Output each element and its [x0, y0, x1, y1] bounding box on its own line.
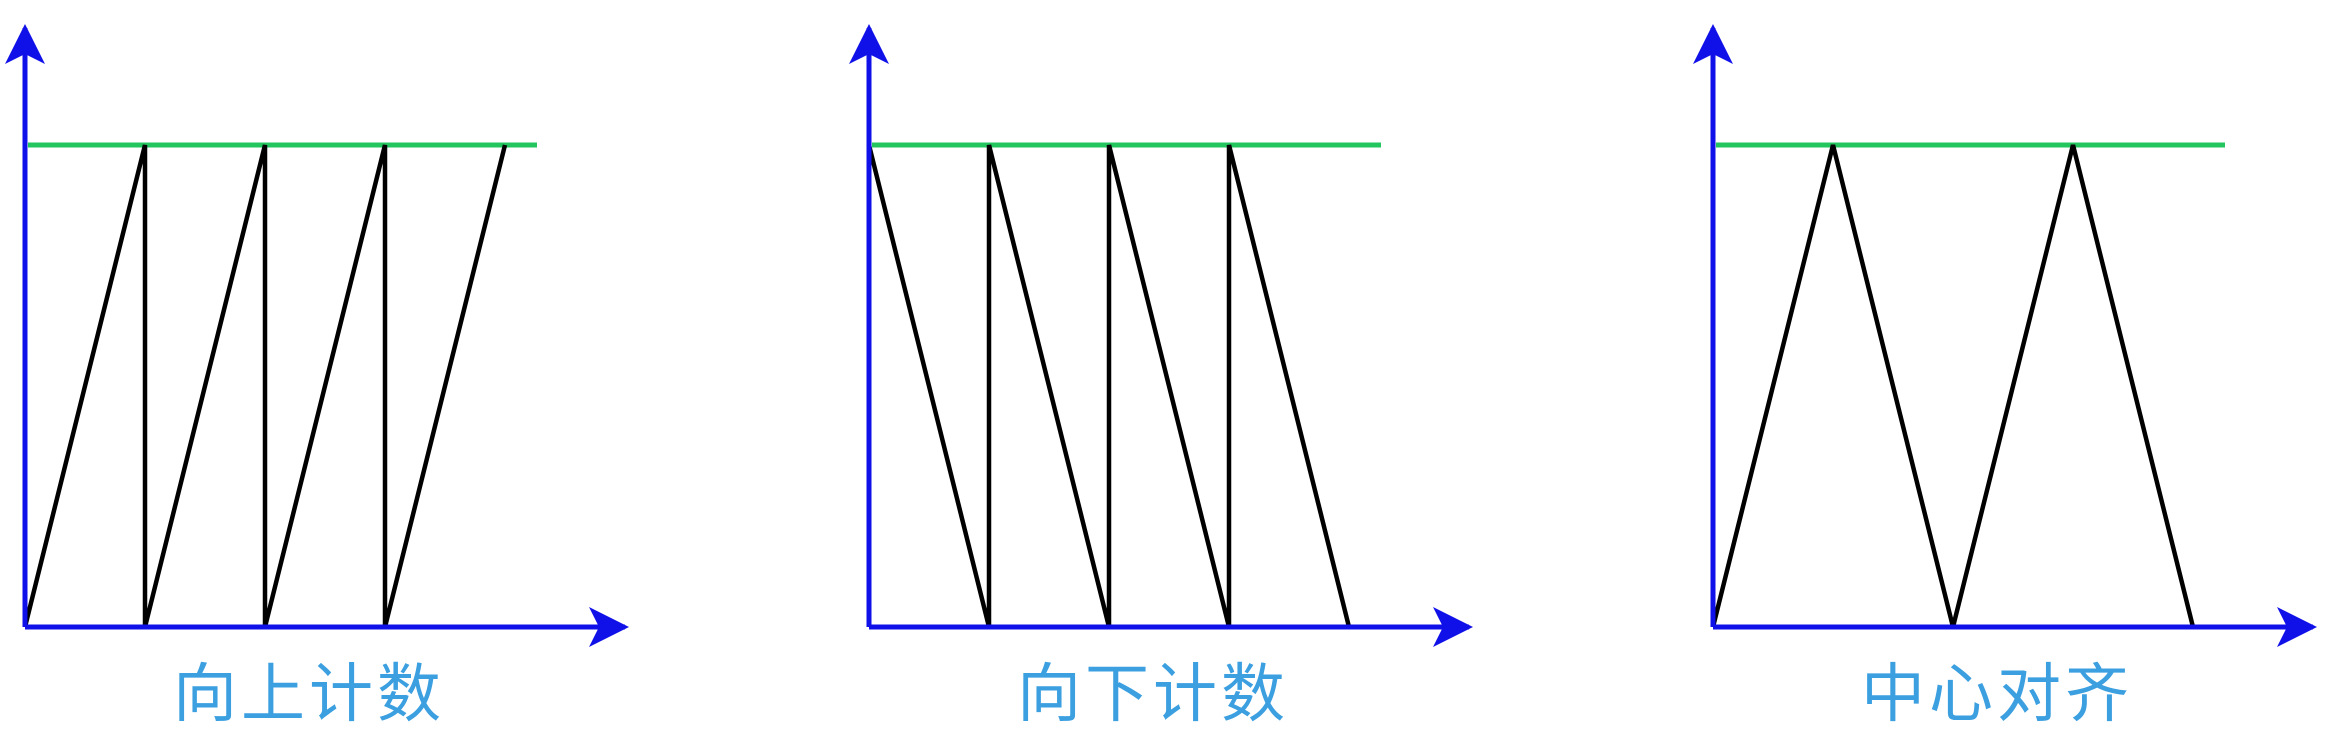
caption-count-up: 向上计数 — [173, 658, 445, 732]
panel-count-down — [849, 24, 1473, 647]
counter-waveform — [22, 144, 508, 628]
caption-count-down: 向下计数 — [1017, 658, 1289, 732]
counter-waveform — [1710, 144, 2196, 628]
caption-center-aligned: 中心对齐 — [1861, 658, 2133, 732]
panel-center-aligned — [1693, 24, 2317, 647]
panel-count-up — [4, 24, 629, 647]
counter-waveform — [866, 144, 1352, 628]
